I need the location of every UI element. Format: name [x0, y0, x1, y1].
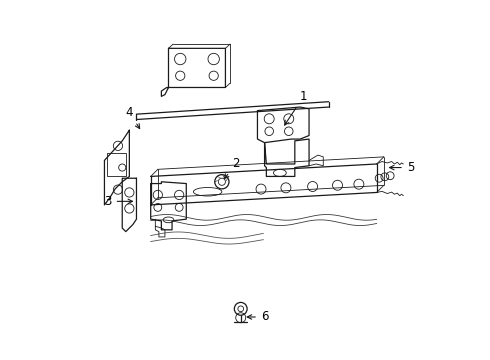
- Text: 1: 1: [285, 90, 307, 125]
- Text: 2: 2: [224, 157, 240, 179]
- Text: 6: 6: [247, 310, 269, 324]
- Text: 3: 3: [104, 195, 132, 208]
- Text: 4: 4: [125, 106, 140, 129]
- Text: 5: 5: [390, 161, 414, 174]
- Bar: [107, 153, 126, 176]
